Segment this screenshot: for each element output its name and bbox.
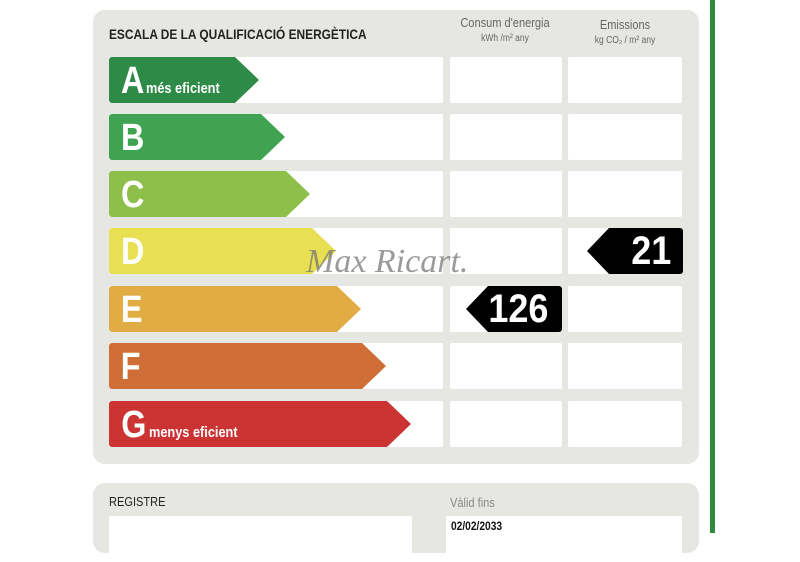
emissions-cell — [568, 286, 682, 332]
green-border-line — [710, 0, 715, 533]
rating-desc: menys eficient — [148, 424, 238, 441]
rating-letter: E — [120, 289, 143, 331]
registre-label: REGISTRE — [109, 494, 166, 509]
emissions-cell — [568, 343, 682, 389]
consumption-header: Consum d'energia kWh /m² any — [460, 15, 550, 44]
rating-letter: D — [121, 231, 145, 273]
registre-field — [109, 516, 412, 562]
emissions-marker: 21 — [587, 228, 683, 274]
consumption-cell — [450, 228, 562, 274]
rating-arrow: B — [109, 114, 285, 160]
valid-date: 02/02/2033 — [451, 519, 503, 533]
rating-arrow: C — [109, 171, 310, 217]
emissions-cell — [568, 171, 682, 217]
rating-arrow: E — [109, 286, 361, 332]
emissions-cell — [568, 57, 682, 103]
consumption-cell — [450, 171, 562, 217]
rating-letter: C — [121, 174, 145, 216]
rating-desc: més eficient — [146, 80, 221, 97]
consumption-cell — [450, 343, 562, 389]
watermark-logo: Max Ricart. — [306, 243, 469, 280]
rating-letter: G — [121, 404, 147, 446]
rating-arrow: A més eficient — [109, 57, 259, 103]
emissions-header: Emissions kg CO₂ / m² any — [594, 17, 656, 46]
consumption-cell — [450, 114, 562, 160]
consumption-cell — [450, 57, 562, 103]
consumption-cell — [450, 401, 562, 447]
rating-letter: A — [121, 60, 145, 102]
rating-letter: B — [121, 117, 145, 159]
valid-label: Vàlid fins — [450, 495, 495, 510]
emissions-cell — [568, 401, 682, 447]
rating-letter: F — [120, 346, 141, 388]
consumption-marker: 126 — [466, 286, 562, 332]
scale-title: ESCALA DE LA QUALIFICACIÓ ENERGÈTICA — [109, 26, 367, 42]
rating-arrow: G menys eficient — [109, 401, 411, 447]
rating-arrow: F — [109, 343, 386, 389]
emissions-cell — [568, 114, 682, 160]
rating-arrow: D — [109, 228, 336, 274]
